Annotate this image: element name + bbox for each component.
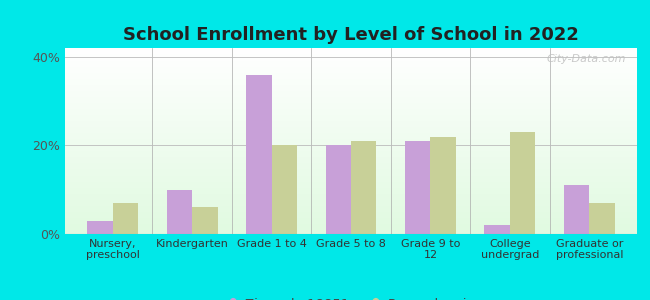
- Bar: [272, 146, 297, 234]
- Bar: [351, 141, 376, 234]
- Bar: [405, 141, 430, 234]
- Bar: [590, 203, 615, 234]
- Text: City-Data.com: City-Data.com: [546, 54, 625, 64]
- Bar: [166, 190, 192, 234]
- Legend: Zip code 18851, Pennsylvania: Zip code 18851, Pennsylvania: [222, 293, 480, 300]
- Bar: [246, 75, 272, 234]
- Bar: [510, 132, 536, 234]
- Bar: [87, 221, 112, 234]
- Bar: [430, 136, 456, 234]
- Bar: [564, 185, 590, 234]
- Bar: [112, 203, 138, 234]
- Bar: [192, 207, 218, 234]
- Title: School Enrollment by Level of School in 2022: School Enrollment by Level of School in …: [123, 26, 579, 44]
- Bar: [484, 225, 510, 234]
- Bar: [326, 146, 351, 234]
